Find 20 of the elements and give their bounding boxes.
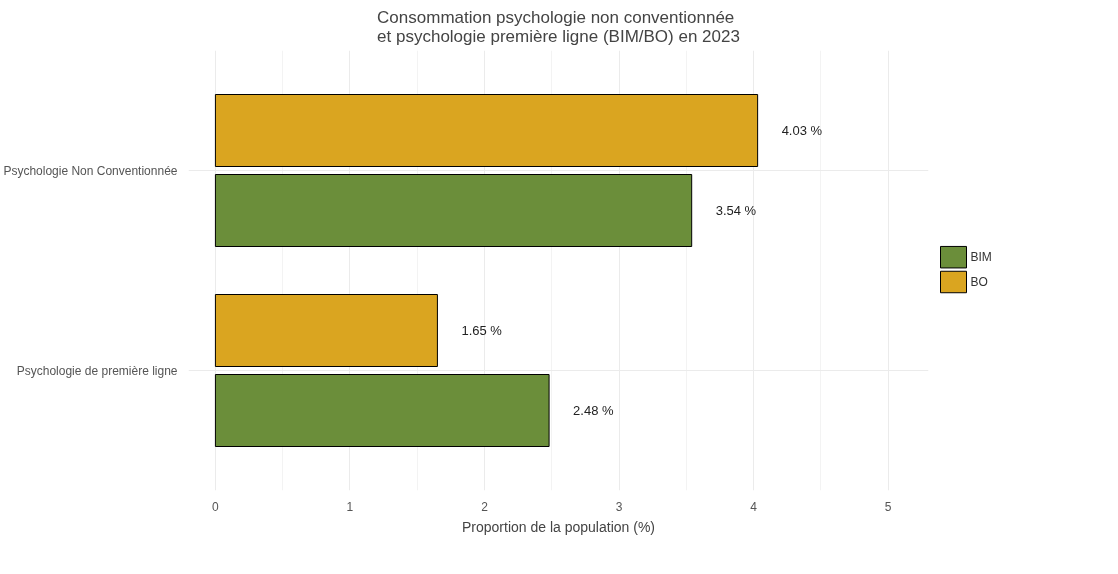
bar (214, 94, 759, 167)
legend-label: BO (970, 275, 988, 289)
y-tick-label: Psychologie de première ligne (16, 363, 178, 378)
x-tick-label: 5 (884, 499, 892, 514)
x-tick-label: 0 (212, 499, 220, 514)
x-tick-label: 4 (750, 499, 758, 514)
x-tick-label: 3 (615, 499, 623, 514)
x-tick-label: 2 (481, 499, 489, 514)
x-axis-title: Proportion de la population (%) (462, 518, 656, 535)
bar (214, 374, 550, 447)
y-tick-label: Psychologie Non Conventionnée (3, 163, 178, 178)
data-label: 3.54 % (715, 203, 757, 218)
bar (214, 294, 438, 367)
data-label: 2.48 % (573, 403, 614, 418)
chart-title: Consommation psychologie non conventionnée et psychologie première ligne (BIM/BO) en 2023 (377, 7, 740, 46)
bar (214, 174, 693, 247)
legend-label: BIM (970, 250, 992, 265)
data-label: 4.03 % (781, 123, 823, 138)
data-label: 1.65 % (461, 323, 503, 338)
x-tick-label: 1 (346, 499, 354, 514)
